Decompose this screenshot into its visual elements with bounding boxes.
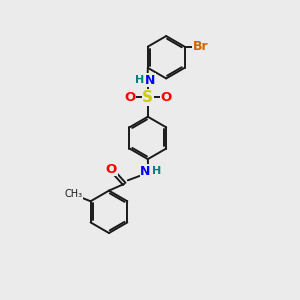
- Text: O: O: [160, 91, 171, 104]
- Text: S: S: [142, 90, 153, 105]
- Text: Br: Br: [193, 40, 208, 53]
- Text: H: H: [152, 167, 161, 176]
- Text: O: O: [124, 91, 136, 104]
- Text: H: H: [135, 75, 145, 85]
- Text: CH₃: CH₃: [65, 189, 83, 199]
- Text: N: N: [145, 74, 155, 87]
- Text: O: O: [106, 163, 117, 176]
- Text: N: N: [140, 165, 151, 178]
